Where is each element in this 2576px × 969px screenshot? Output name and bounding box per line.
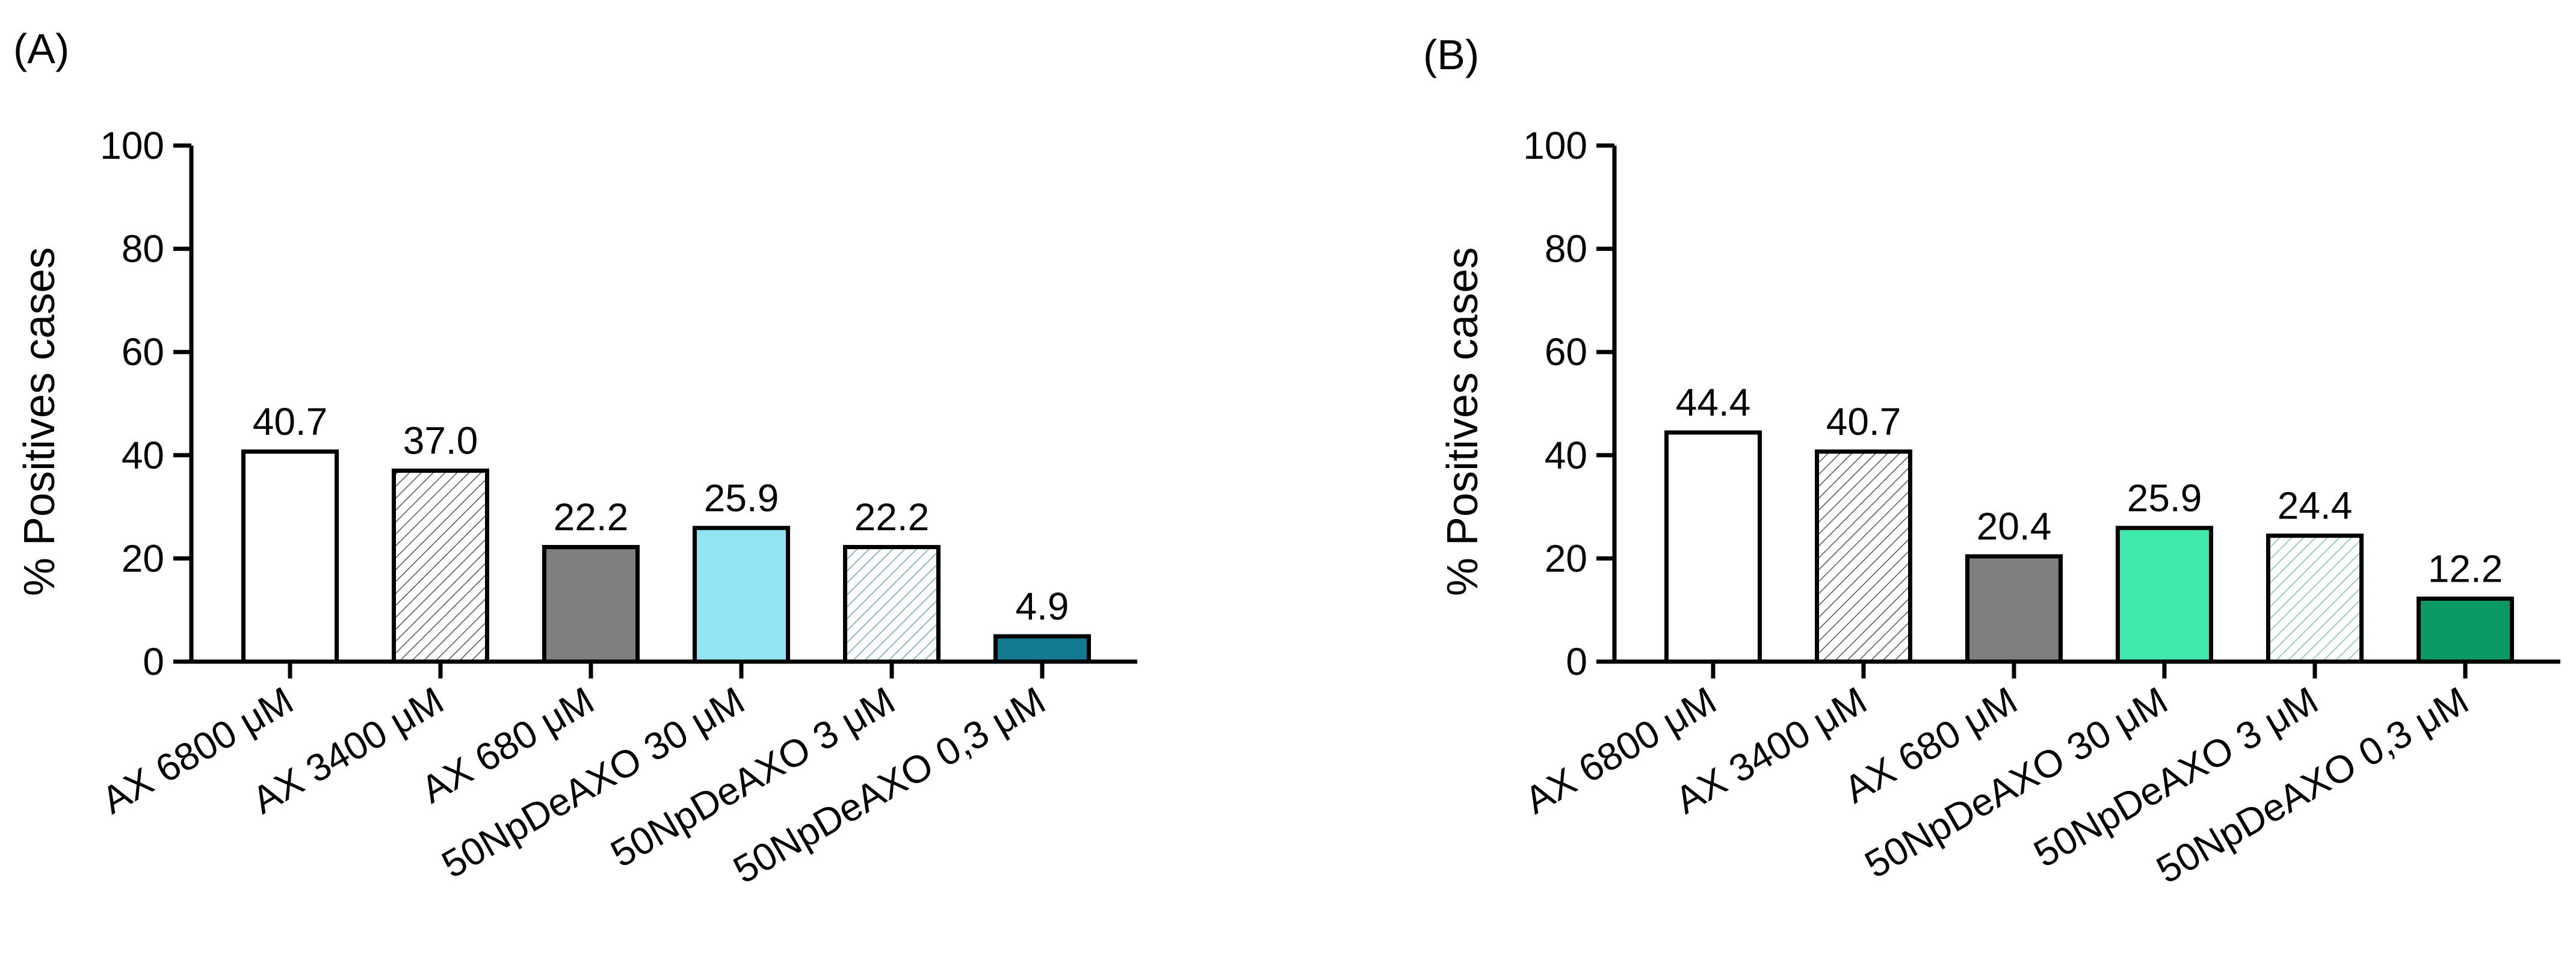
bar-6	[993, 634, 1091, 664]
bar-1	[1664, 430, 1762, 664]
value-label-5: 22.2	[854, 496, 930, 539]
y-tick-label: 20	[122, 537, 164, 580]
y-axis-title: % Positives cases	[1439, 247, 1487, 596]
y-tick-label: 40	[1545, 434, 1587, 477]
value-label-4: 25.9	[2127, 476, 2202, 520]
bar-5	[843, 545, 941, 664]
bar-4	[693, 526, 790, 664]
value-label-1: 44.4	[1676, 381, 1751, 424]
value-label-3: 20.4	[1977, 505, 2052, 548]
y-tick-label: 100	[1523, 124, 1587, 167]
value-label-5: 24.4	[2278, 484, 2353, 528]
y-tick-label: 60	[1545, 330, 1587, 374]
value-label-1: 40.7	[253, 400, 328, 443]
bar-3	[1965, 554, 2063, 664]
value-label-6: 12.2	[2428, 547, 2503, 590]
y-tick-label: 20	[1545, 537, 1587, 580]
y-tick-label: 80	[122, 227, 164, 271]
y-axis-title: % Positives cases	[16, 247, 64, 596]
panel-label: (B)	[1423, 31, 1479, 78]
y-tick-label: 80	[1545, 227, 1587, 271]
bar-1	[241, 449, 339, 664]
value-label-2: 40.7	[1826, 400, 1901, 443]
value-label-3: 22.2	[554, 496, 629, 539]
value-label-2: 37.0	[403, 419, 478, 463]
value-label-4: 25.9	[704, 476, 779, 520]
bar-3	[542, 545, 640, 664]
y-tick-label: 0	[143, 640, 164, 683]
y-tick-label: 60	[122, 330, 164, 374]
bar-6	[2417, 596, 2514, 664]
bar-2	[1815, 449, 1912, 664]
y-tick-label: 40	[122, 434, 164, 477]
value-label-6: 4.9	[1016, 585, 1069, 628]
bar-5	[2266, 534, 2364, 664]
y-tick-label: 100	[100, 124, 164, 167]
bar-4	[2116, 526, 2213, 664]
bar-2	[392, 469, 489, 664]
panel-label: (A)	[13, 25, 69, 72]
y-tick-label: 0	[1566, 640, 1587, 683]
